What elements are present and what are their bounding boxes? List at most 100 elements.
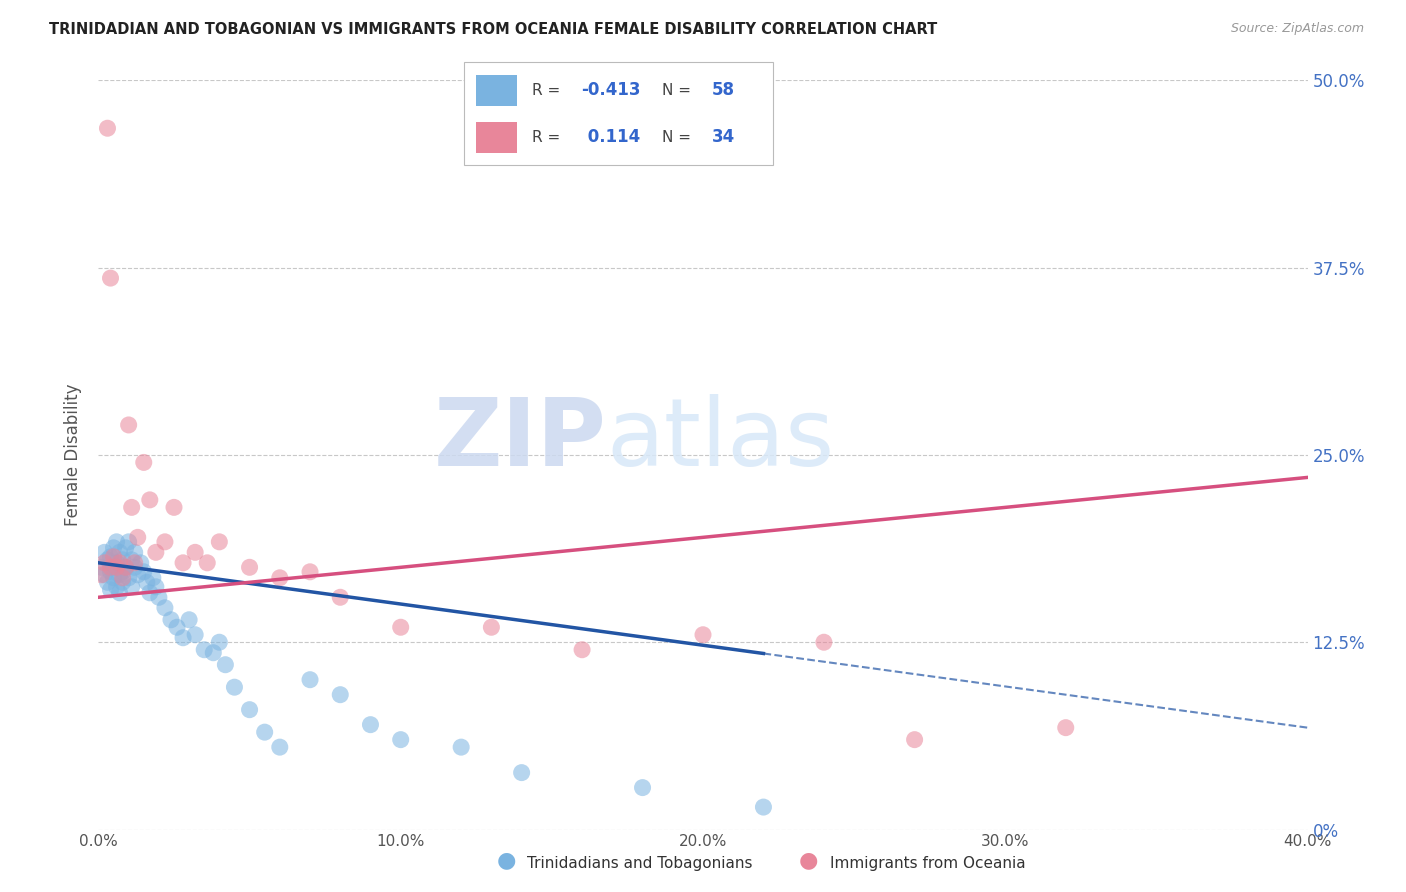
Point bbox=[904, 732, 927, 747]
Point bbox=[172, 556, 194, 570]
Text: Source: ZipAtlas.com: Source: ZipAtlas.com bbox=[1230, 22, 1364, 36]
FancyBboxPatch shape bbox=[477, 122, 516, 153]
Text: ●: ● bbox=[496, 851, 516, 871]
Text: 34: 34 bbox=[711, 128, 735, 146]
Point bbox=[114, 560, 136, 574]
Point bbox=[145, 545, 167, 559]
Point bbox=[163, 500, 186, 515]
Point bbox=[139, 492, 162, 507]
Point bbox=[129, 556, 152, 570]
Point bbox=[389, 620, 412, 634]
Point bbox=[450, 740, 472, 755]
Text: 0.114: 0.114 bbox=[582, 128, 640, 146]
Point bbox=[299, 673, 322, 687]
Point bbox=[195, 556, 218, 570]
Text: -0.413: -0.413 bbox=[582, 81, 641, 99]
Point bbox=[108, 556, 131, 570]
Point bbox=[145, 580, 167, 594]
Point bbox=[239, 560, 262, 574]
Text: R =: R = bbox=[531, 130, 565, 145]
Point bbox=[100, 271, 122, 285]
Point bbox=[124, 560, 146, 574]
Point bbox=[111, 571, 134, 585]
Point bbox=[135, 575, 157, 590]
Point bbox=[118, 534, 141, 549]
Point bbox=[100, 549, 122, 564]
Point bbox=[118, 417, 141, 432]
Point bbox=[160, 613, 183, 627]
Point bbox=[108, 567, 131, 582]
Point bbox=[153, 600, 176, 615]
FancyBboxPatch shape bbox=[477, 75, 516, 105]
Point bbox=[127, 567, 149, 582]
Text: TRINIDADIAN AND TOBAGONIAN VS IMMIGRANTS FROM OCEANIA FEMALE DISABILITY CORRELAT: TRINIDADIAN AND TOBAGONIAN VS IMMIGRANTS… bbox=[49, 22, 938, 37]
Point bbox=[103, 541, 125, 555]
Point bbox=[105, 580, 128, 594]
Point bbox=[121, 500, 143, 515]
Point bbox=[184, 545, 207, 559]
Point bbox=[127, 530, 149, 544]
Point bbox=[132, 455, 155, 469]
Point bbox=[179, 613, 201, 627]
Point bbox=[329, 591, 352, 605]
Point bbox=[132, 565, 155, 579]
Point bbox=[108, 545, 131, 559]
Point bbox=[631, 780, 654, 795]
Y-axis label: Female Disability: Female Disability bbox=[65, 384, 83, 526]
Point bbox=[100, 560, 122, 574]
Point bbox=[360, 717, 382, 731]
Point bbox=[148, 591, 170, 605]
Point bbox=[166, 620, 188, 634]
Point bbox=[121, 580, 143, 594]
Point bbox=[202, 646, 225, 660]
Point bbox=[172, 631, 194, 645]
Point bbox=[1054, 721, 1077, 735]
Point bbox=[114, 560, 136, 574]
Point bbox=[105, 556, 128, 570]
Point bbox=[571, 642, 593, 657]
Point bbox=[96, 121, 118, 136]
Text: ZIP: ZIP bbox=[433, 394, 606, 486]
Point bbox=[692, 628, 714, 642]
Point bbox=[510, 765, 533, 780]
Point bbox=[118, 571, 141, 585]
Point bbox=[208, 635, 231, 649]
Point bbox=[239, 703, 262, 717]
Text: 58: 58 bbox=[711, 81, 734, 99]
Text: N =: N = bbox=[662, 83, 696, 97]
Text: atlas: atlas bbox=[606, 394, 835, 486]
Point bbox=[253, 725, 276, 739]
Point bbox=[224, 680, 246, 694]
Point bbox=[105, 560, 128, 574]
Point bbox=[142, 571, 165, 585]
Point bbox=[111, 565, 134, 579]
Point bbox=[481, 620, 503, 634]
Point bbox=[269, 740, 291, 755]
Point bbox=[93, 556, 115, 570]
Point bbox=[93, 567, 115, 582]
Point bbox=[103, 549, 125, 564]
Point bbox=[124, 545, 146, 559]
Point bbox=[208, 534, 231, 549]
Point bbox=[214, 657, 236, 672]
Text: R =: R = bbox=[531, 83, 565, 97]
Point bbox=[103, 560, 125, 574]
Point bbox=[100, 582, 122, 597]
Point bbox=[124, 556, 146, 570]
Point bbox=[100, 565, 122, 579]
Point bbox=[90, 560, 112, 574]
Point bbox=[114, 541, 136, 555]
Point bbox=[108, 586, 131, 600]
Point bbox=[121, 553, 143, 567]
Point bbox=[193, 642, 215, 657]
Point bbox=[329, 688, 352, 702]
Text: Trinidadians and Tobagonians: Trinidadians and Tobagonians bbox=[527, 855, 752, 871]
Point bbox=[139, 586, 162, 600]
Text: N =: N = bbox=[662, 130, 696, 145]
Point bbox=[111, 553, 134, 567]
Point bbox=[96, 575, 118, 590]
Point bbox=[299, 565, 322, 579]
Point bbox=[90, 567, 112, 582]
Point bbox=[96, 553, 118, 567]
Text: ●: ● bbox=[799, 851, 818, 871]
